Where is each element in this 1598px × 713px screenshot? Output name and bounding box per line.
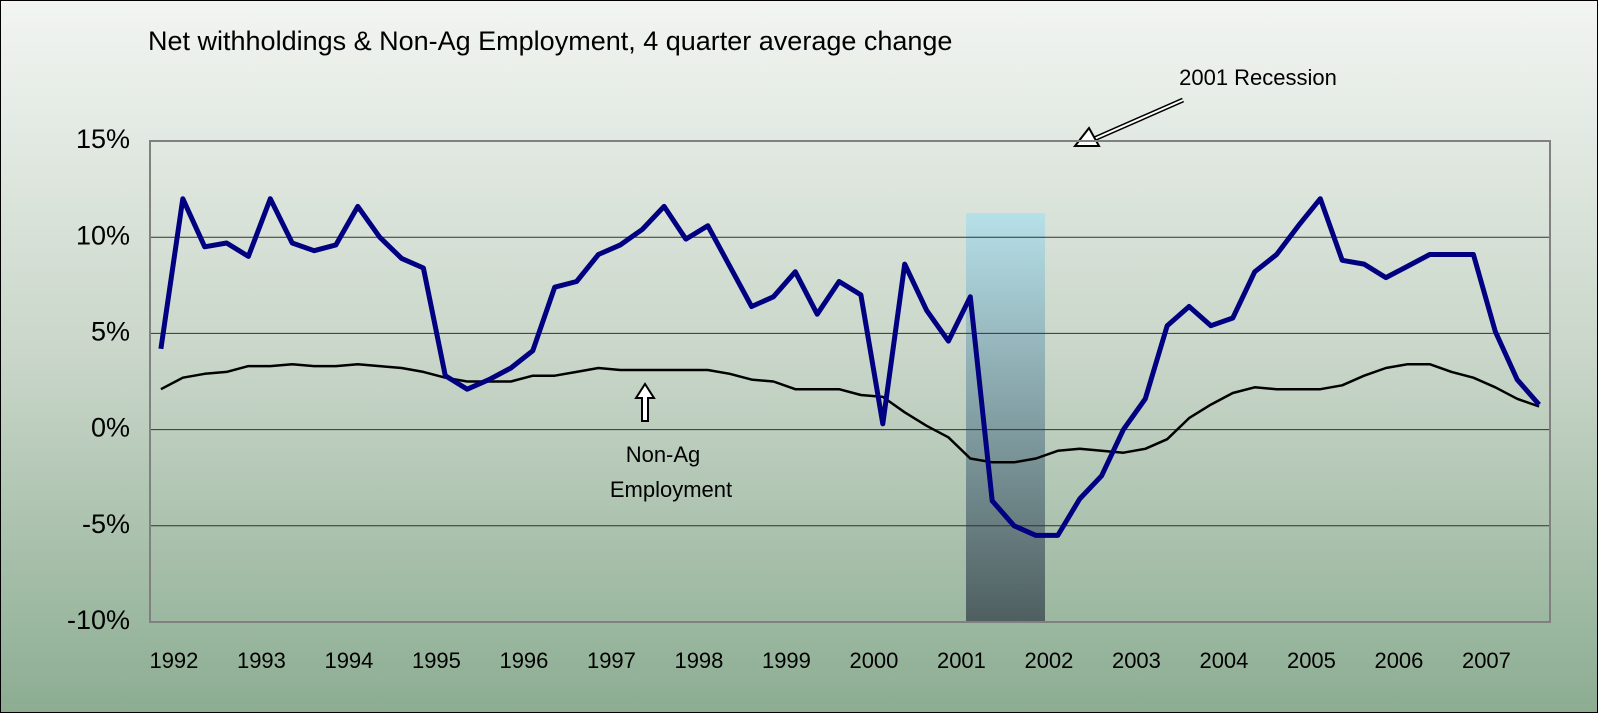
y-tick-label: 5%: [91, 317, 130, 347]
x-tick-label: 1996: [499, 648, 548, 673]
x-tick-label: 2005: [1287, 648, 1336, 673]
x-tick-label: 2006: [1374, 648, 1423, 673]
x-tick-label: 1992: [149, 648, 198, 673]
y-tick-label: -5%: [82, 509, 130, 539]
annotation: Employment: [610, 477, 732, 502]
x-tick-label: 2001: [937, 648, 986, 673]
chart-title: Net withholdings & Non-Ag Employment, 4 …: [148, 26, 952, 56]
x-tick-label: 2007: [1462, 648, 1511, 673]
x-tick-label: 2004: [1199, 648, 1248, 673]
x-tick-label: 1995: [412, 648, 461, 673]
x-tick-label: 2000: [849, 648, 898, 673]
x-tick-label: 2002: [1024, 648, 1073, 673]
y-tick-label: 10%: [76, 220, 130, 250]
x-tick-label: 1997: [587, 648, 636, 673]
y-tick-label: 15%: [76, 124, 130, 154]
y-tick-label: -10%: [67, 605, 130, 635]
annotation-arrow: [634, 382, 656, 422]
annotation: Non-Ag: [626, 442, 701, 467]
x-tick-label: 1993: [237, 648, 286, 673]
x-tick-label: 2003: [1112, 648, 1161, 673]
x-tick-label: 1998: [674, 648, 723, 673]
annotation: 2001 Recession: [1179, 65, 1337, 90]
x-tick-label: 1994: [324, 648, 373, 673]
x-tick-label: 1999: [762, 648, 811, 673]
plot-frame: [149, 140, 1551, 623]
recession-band: [966, 213, 1045, 622]
y-tick-label: 0%: [91, 413, 130, 443]
data-line: [158, 196, 1541, 538]
data-line: [160, 362, 1540, 464]
